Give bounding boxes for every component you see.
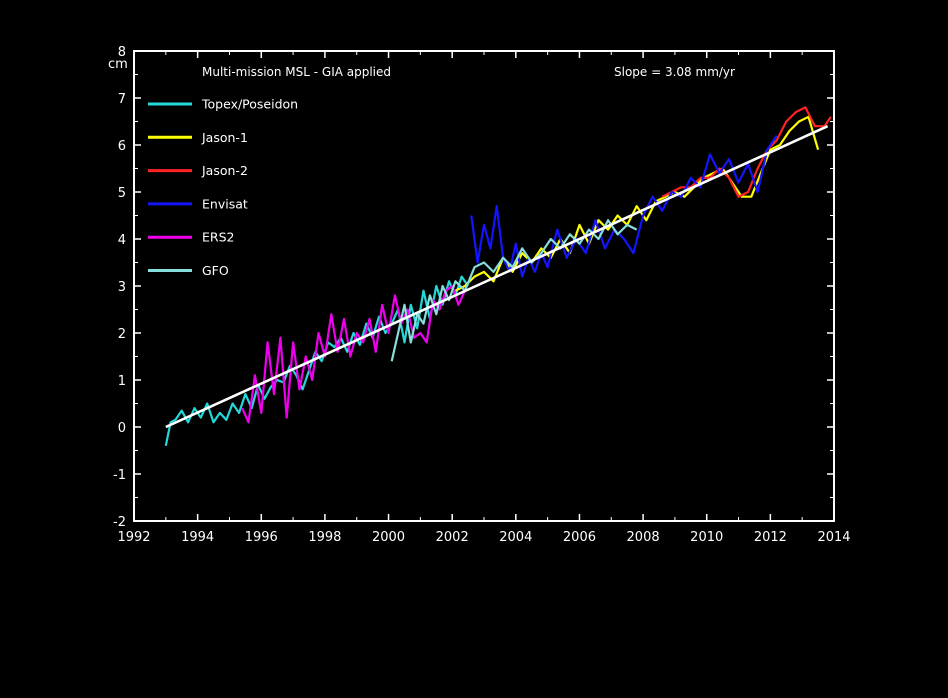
- y-tick-label: 1: [118, 374, 126, 389]
- x-tick-label: 1996: [245, 530, 278, 545]
- x-tick-label: 2002: [436, 530, 469, 545]
- axes: 1992 1994 1996 1998 2000 2002 2004 2006 2008 2010…: [113, 45, 851, 545]
- legend-label-topex-poseidon: Topex/Poseidon: [201, 97, 298, 112]
- y-tick-label: 5: [118, 186, 126, 201]
- legend-label-jason-2: Jason-2: [201, 163, 248, 178]
- plot-frame: [133, 50, 835, 522]
- series-line-jason-1: [454, 115, 820, 292]
- y-tick-label: -1: [113, 468, 126, 483]
- x-tick-label: 2008: [627, 530, 660, 545]
- y-tick-label: 2: [118, 327, 126, 342]
- legend: Topex/Poseidon Jason-1 Jason-2 Envisat ERS2 G…: [148, 97, 298, 278]
- x-tick-label: 2012: [754, 530, 787, 545]
- y-tick-label: 4: [118, 233, 126, 248]
- plot-lines: [164, 106, 832, 447]
- y-tick-label: 3: [118, 280, 126, 295]
- y-tick-label: 6: [118, 139, 126, 154]
- series-line-ers2: [241, 284, 466, 424]
- x-tick-label: 1998: [308, 530, 341, 545]
- y-tick-label: -2: [113, 515, 126, 530]
- x-tick-label: 1992: [117, 530, 150, 545]
- y-tick-label: 8: [118, 45, 126, 60]
- legend-label-envisat: Envisat: [202, 196, 248, 211]
- series-line-envisat: [470, 134, 778, 278]
- series-line-topex-poseidon: [164, 275, 470, 447]
- x-tick-label: 2000: [372, 530, 405, 545]
- x-tick-label: 2004: [499, 530, 532, 545]
- legend-label-gfo: GFO: [202, 263, 229, 278]
- y-axis-unit-label: cm: [108, 57, 128, 72]
- slope-annotation: Slope = 3.08 mm/yr: [614, 65, 735, 79]
- y-tick-label: 0: [118, 421, 126, 436]
- x-tick-label: 2014: [817, 530, 850, 545]
- series-line-trend: [165, 125, 829, 429]
- series-line-gfo: [390, 219, 638, 362]
- x-tick-label: 2006: [563, 530, 596, 545]
- chart-title: Multi-mission MSL - GIA applied: [202, 65, 391, 79]
- legend-label-ers2: ERS2: [202, 230, 234, 245]
- legend-label-jason-1: Jason-1: [201, 130, 248, 145]
- x-tick-label: 1994: [181, 530, 214, 545]
- x-tick-label: 2010: [690, 530, 723, 545]
- y-tick-label: 7: [118, 92, 126, 107]
